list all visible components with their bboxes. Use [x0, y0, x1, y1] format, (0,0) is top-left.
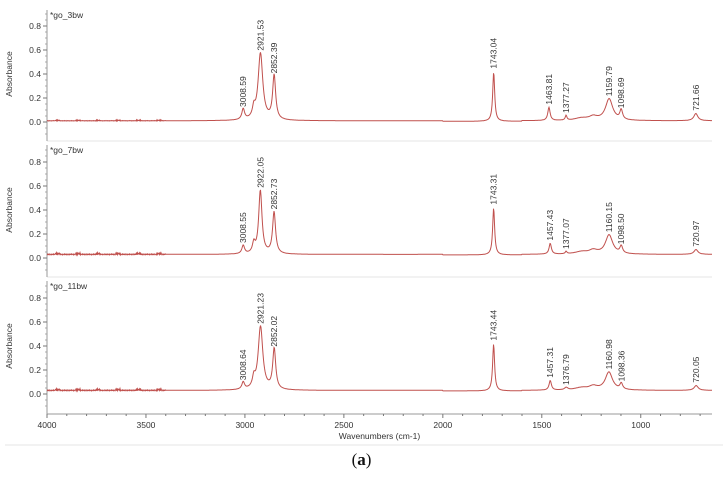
y-tick-label: 0.6 — [29, 317, 41, 327]
spectrum-panel: 0.0 0.2 0.4 0.6 0.8 Absorbance *go_7bw 3008.55 2… — [4, 145, 712, 278]
peak-label: 1098.50 — [616, 213, 626, 244]
peak-label: 1377.27 — [561, 82, 571, 113]
x-tick-label: 3500 — [136, 420, 155, 430]
peak-label: 1463.81 — [544, 74, 554, 105]
spectrum-panel: 0.0 0.2 0.4 0.6 0.8 Absorbance *go_3bw 3008.59 2… — [4, 10, 712, 142]
y-tick-label: 0.2 — [29, 365, 41, 375]
peak-label: 3008.59 — [238, 76, 248, 107]
peak-label: 3008.64 — [238, 349, 248, 380]
y-tick-label: 0.8 — [29, 293, 41, 303]
figure-caption: (a) — [351, 450, 372, 469]
caption-letter: a — [357, 450, 366, 469]
peak-label: 1457.31 — [545, 347, 555, 378]
x-tick-label: 2000 — [433, 420, 452, 430]
peak-label: 2921.53 — [255, 20, 265, 51]
y-tick-label: 0.0 — [29, 389, 41, 399]
y-tick-label: 0.0 — [29, 117, 41, 127]
peak-label: 1457.43 — [545, 210, 555, 241]
y-tick-label: 0.6 — [29, 181, 41, 191]
y-tick-label: 0.0 — [29, 253, 41, 263]
panel-label: *go_11bw — [50, 281, 88, 291]
y-tick-label: 0.2 — [29, 93, 41, 103]
panel-label: *go_7bw — [50, 145, 84, 155]
peak-label: 1743.44 — [489, 310, 499, 341]
y-axis-title: Absorbance — [4, 187, 14, 233]
peak-label: 1098.36 — [616, 350, 626, 381]
x-tick-label: 3000 — [235, 420, 254, 430]
x-tick-label: 1500 — [532, 420, 551, 430]
spectrum-line — [46, 189, 712, 257]
y-axis-title: Absorbance — [4, 323, 14, 369]
y-tick-label: 0.6 — [29, 45, 41, 55]
y-axis-title: Absorbance — [4, 51, 14, 97]
peak-label: 2922.05 — [255, 157, 265, 188]
spectra-panels: 0.0 0.2 0.4 0.6 0.8 Absorbance *go_3bw 3008.59 2… — [4, 10, 712, 414]
x-tick-label: 1000 — [631, 420, 650, 430]
spectrum-line — [46, 52, 712, 123]
x-axis: 4000 3500 3000 2500 2000 1500 1000 Wavenumbers … — [5, 413, 723, 446]
spectrum-panel: 0.0 0.2 0.4 0.6 0.8 Absorbance *go_11bw 3008.64… — [4, 281, 712, 414]
peak-label: 720.05 — [691, 356, 701, 382]
y-tick-label: 0.8 — [29, 21, 41, 31]
peak-label: 2921.23 — [256, 293, 266, 324]
peak-label: 1743.04 — [489, 38, 499, 69]
peak-label: 1376.79 — [561, 354, 571, 385]
y-tick-label: 0.8 — [29, 157, 41, 167]
y-tick-label: 0.2 — [29, 229, 41, 239]
peak-label: 1160.15 — [604, 202, 614, 232]
peak-label: 720.97 — [691, 220, 701, 246]
peak-label: 2852.02 — [269, 316, 279, 347]
y-tick-label: 0.4 — [29, 205, 41, 215]
peak-label: 1098.69 — [616, 77, 626, 108]
peak-label: 1160.98 — [604, 339, 614, 369]
peak-label: 1159.79 — [604, 66, 614, 96]
panel-label: *go_3bw — [50, 10, 84, 20]
peak-label: 2852.73 — [269, 178, 279, 209]
spectrum-line — [46, 325, 712, 393]
x-axis-title: Wavenumbers (cm-1) — [339, 431, 421, 441]
x-tick-label: 2500 — [334, 420, 353, 430]
x-tick-label: 4000 — [38, 420, 57, 430]
peak-label: 2852.39 — [269, 42, 279, 73]
peak-label: 721.66 — [691, 84, 701, 110]
peak-label: 1743.31 — [489, 174, 499, 205]
peak-label: 1377.07 — [561, 218, 571, 249]
peak-label: 3008.55 — [238, 212, 248, 243]
y-tick-label: 0.4 — [29, 341, 41, 351]
y-tick-label: 0.4 — [29, 69, 41, 79]
